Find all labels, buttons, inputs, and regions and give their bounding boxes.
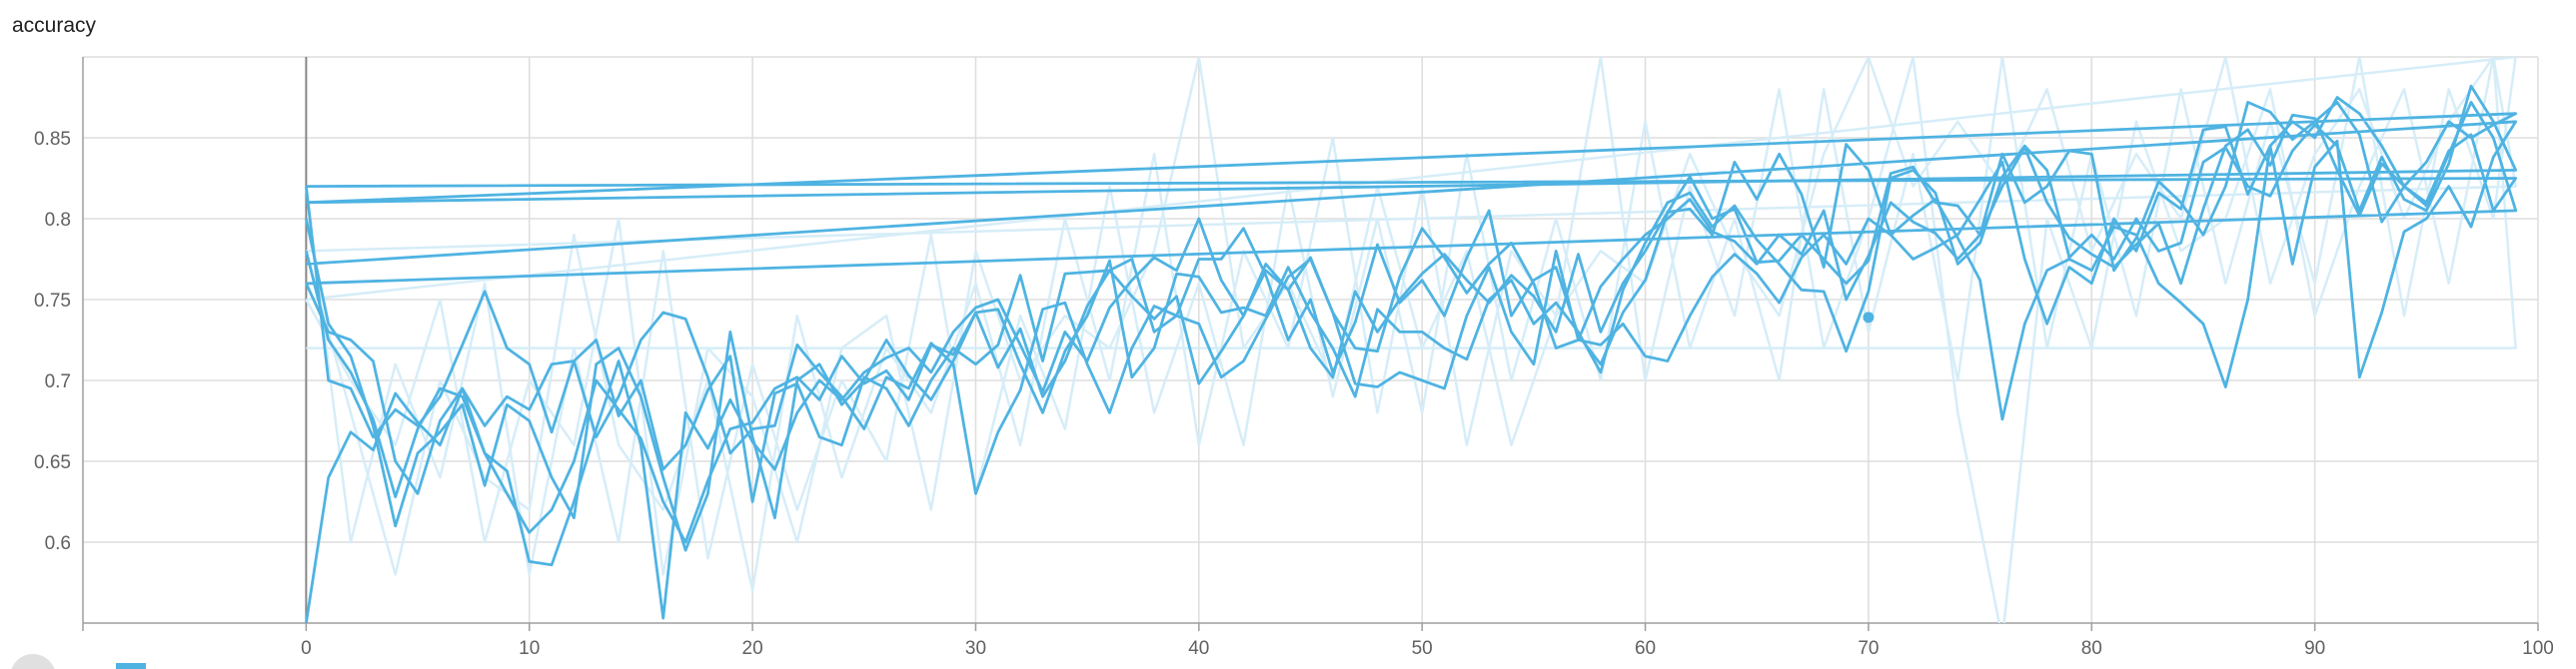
x-tick-label: 20 [742, 638, 763, 659]
x-tick-label: 0 [301, 638, 312, 659]
x-tick-label: 70 [1858, 638, 1879, 659]
x-tick-label: 30 [965, 638, 986, 659]
y-tick-label: 0.6 [45, 533, 71, 554]
hover-point-marker[interactable] [1863, 312, 1875, 324]
y-tick-label: 0.7 [45, 371, 71, 392]
x-tick-label: 60 [1635, 638, 1656, 659]
x-tick-label: 80 [2081, 638, 2102, 659]
y-tick-label: 0.75 [34, 291, 71, 312]
series-line[interactable] [305, 96, 2518, 495]
faint-series-line [305, 57, 2517, 576]
y-tick-label: 0.65 [34, 452, 71, 473]
series-line[interactable] [305, 120, 2518, 503]
y-tick-label: 0.8 [45, 210, 71, 231]
x-tick-label: 10 [519, 638, 540, 659]
series-line[interactable] [305, 84, 2518, 552]
y-tick-label: 0.85 [34, 129, 71, 150]
series-line[interactable] [305, 113, 2518, 623]
x-tick-label: 100 [2522, 638, 2554, 659]
series-color-swatch[interactable] [116, 663, 146, 669]
x-tick-label: 90 [2304, 638, 2325, 659]
series-line[interactable] [305, 101, 2518, 544]
x-tick-label: 50 [1412, 638, 1433, 659]
x-tick-label: 40 [1188, 638, 1209, 659]
expand-button[interactable] [10, 654, 56, 669]
faint-series-line [305, 57, 2517, 576]
chart-title: accuracy [12, 14, 97, 37]
